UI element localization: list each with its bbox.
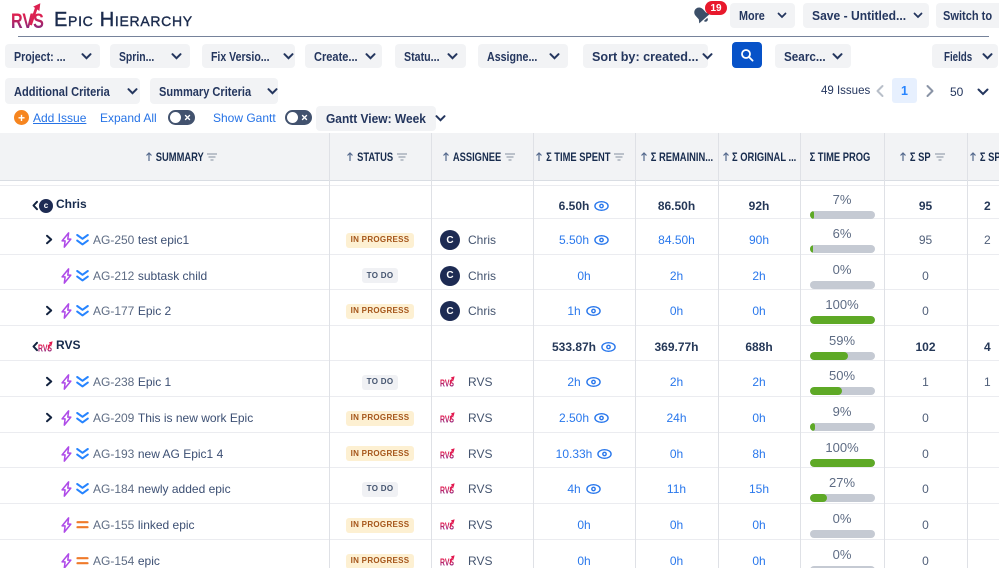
svg-text:RVS: RVS xyxy=(440,486,454,497)
svg-text:RVS: RVS xyxy=(440,522,454,533)
svg-text:RVS: RVS xyxy=(440,379,454,390)
svg-text:RVS: RVS xyxy=(440,450,454,461)
svg-text:RVS: RVS xyxy=(11,10,44,34)
svg-text:RVS: RVS xyxy=(440,558,454,568)
svg-text:RVS: RVS xyxy=(38,343,52,354)
svg-text:RVS: RVS xyxy=(440,415,454,426)
